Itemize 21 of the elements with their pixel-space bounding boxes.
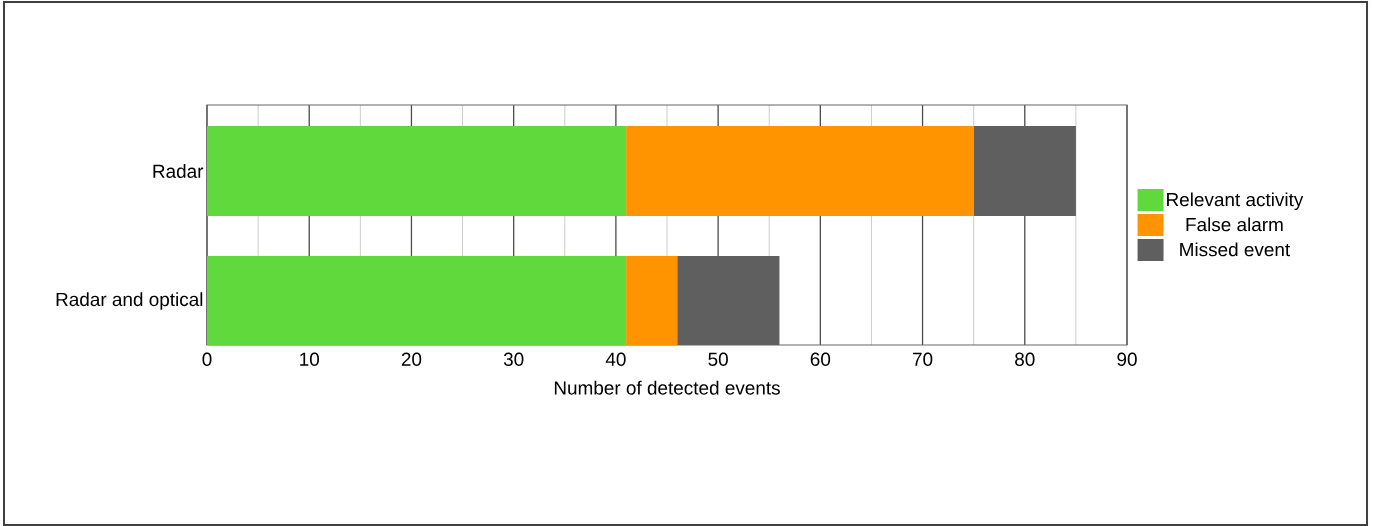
bar xyxy=(207,126,627,217)
y-tick-label: Radar and optical xyxy=(56,292,203,310)
y-tick-label: Radar xyxy=(153,164,204,178)
bar xyxy=(973,126,1076,217)
x-tick-label: 30 xyxy=(503,352,524,366)
x-axis-title: Number of detected events xyxy=(554,380,780,395)
x-tick-label: 50 xyxy=(708,352,728,366)
legend-label: Missed event xyxy=(1180,242,1291,257)
bar xyxy=(626,126,974,217)
legend-label: False alarm xyxy=(1186,217,1283,232)
x-tick-label: 80 xyxy=(1015,352,1035,366)
x-tick-label: 70 xyxy=(913,352,933,366)
x-tick-label: 10 xyxy=(300,352,319,366)
x-tick-label: 0 xyxy=(202,352,212,366)
x-tick-label: 40 xyxy=(605,352,626,366)
bar xyxy=(207,256,627,345)
legend-label: Relevant activity xyxy=(1167,192,1304,211)
x-tick-label: 60 xyxy=(810,352,831,366)
bar xyxy=(626,256,678,345)
x-tick-label: 90 xyxy=(1117,352,1137,366)
x-tick-label: 20 xyxy=(401,352,422,366)
